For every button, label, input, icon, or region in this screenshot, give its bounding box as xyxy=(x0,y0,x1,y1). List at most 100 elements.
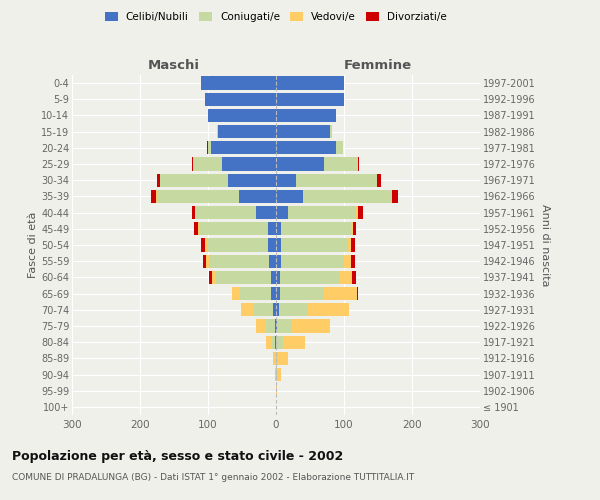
Bar xyxy=(276,352,278,365)
Bar xyxy=(276,158,323,170)
Bar xyxy=(191,158,193,170)
Bar xyxy=(351,222,353,235)
Bar xyxy=(240,287,271,300)
Bar xyxy=(232,287,240,300)
Text: Femmine: Femmine xyxy=(344,59,412,72)
Bar xyxy=(276,270,280,284)
Bar xyxy=(205,238,206,252)
Bar xyxy=(308,303,349,316)
Bar xyxy=(276,238,281,252)
Bar xyxy=(275,336,276,349)
Bar xyxy=(340,270,352,284)
Bar xyxy=(276,336,283,349)
Bar xyxy=(348,238,352,252)
Bar xyxy=(212,270,216,284)
Bar xyxy=(206,254,209,268)
Bar xyxy=(275,352,276,365)
Bar xyxy=(276,125,331,138)
Bar xyxy=(275,368,276,381)
Bar xyxy=(276,109,336,122)
Bar xyxy=(323,158,358,170)
Bar xyxy=(205,92,276,106)
Bar xyxy=(199,222,200,235)
Bar xyxy=(281,254,344,268)
Bar xyxy=(160,174,229,187)
Bar xyxy=(280,287,324,300)
Bar xyxy=(358,158,359,170)
Bar xyxy=(276,141,336,154)
Bar xyxy=(266,320,275,332)
Bar xyxy=(281,222,351,235)
Bar xyxy=(352,238,355,252)
Bar xyxy=(280,303,308,316)
Bar xyxy=(272,336,275,349)
Bar xyxy=(208,109,276,122)
Bar xyxy=(276,174,296,187)
Bar xyxy=(276,206,288,220)
Text: COMUNE DI PRADALUNGA (BG) - Dati ISTAT 1° gennaio 2002 - Elaborazione TUTTITALIA: COMUNE DI PRADALUNGA (BG) - Dati ISTAT 1… xyxy=(12,472,414,482)
Bar xyxy=(201,76,276,90)
Bar xyxy=(277,320,292,332)
Bar xyxy=(269,254,276,268)
Bar xyxy=(208,141,211,154)
Bar xyxy=(209,254,269,268)
Bar xyxy=(303,190,392,203)
Bar xyxy=(209,270,212,284)
Bar xyxy=(276,384,277,398)
Bar xyxy=(211,141,276,154)
Bar xyxy=(353,222,356,235)
Bar xyxy=(216,270,271,284)
Bar xyxy=(276,190,303,203)
Bar xyxy=(206,238,268,252)
Bar xyxy=(217,125,218,138)
Bar xyxy=(271,270,276,284)
Bar xyxy=(271,287,276,300)
Bar xyxy=(151,190,157,203)
Bar xyxy=(268,222,276,235)
Bar xyxy=(356,206,358,220)
Bar xyxy=(157,190,239,203)
Bar xyxy=(276,320,277,332)
Bar xyxy=(203,254,206,268)
Bar xyxy=(351,254,355,268)
Bar xyxy=(221,158,276,170)
Bar xyxy=(358,206,363,220)
Bar xyxy=(276,254,281,268)
Bar xyxy=(283,336,305,349)
Bar xyxy=(344,254,351,268)
Bar xyxy=(194,222,199,235)
Bar xyxy=(276,76,344,90)
Bar xyxy=(229,174,276,187)
Bar xyxy=(273,352,275,365)
Legend: Celibi/Nubili, Coniugati/e, Vedovi/e, Divorziati/e: Celibi/Nubili, Coniugati/e, Vedovi/e, Di… xyxy=(101,8,451,26)
Bar xyxy=(254,303,272,316)
Bar xyxy=(292,320,330,332)
Bar xyxy=(357,287,358,300)
Bar xyxy=(276,303,280,316)
Bar xyxy=(241,303,254,316)
Bar xyxy=(277,368,281,381)
Bar xyxy=(276,287,280,300)
Bar xyxy=(196,206,256,220)
Bar xyxy=(377,174,381,187)
Bar xyxy=(239,190,276,203)
Bar xyxy=(392,190,398,203)
Bar xyxy=(352,270,356,284)
Bar xyxy=(280,270,340,284)
Bar xyxy=(296,174,377,187)
Bar xyxy=(281,238,348,252)
Bar xyxy=(157,174,160,187)
Bar xyxy=(276,222,281,235)
Bar xyxy=(278,352,288,365)
Y-axis label: Anni di nascita: Anni di nascita xyxy=(539,204,550,286)
Bar xyxy=(193,206,195,220)
Bar xyxy=(276,368,277,381)
Bar xyxy=(266,336,272,349)
Bar xyxy=(218,125,276,138)
Bar xyxy=(336,141,343,154)
Bar xyxy=(256,206,276,220)
Bar xyxy=(331,125,332,138)
Bar xyxy=(288,206,356,220)
Text: Maschi: Maschi xyxy=(148,59,200,72)
Bar xyxy=(272,303,276,316)
